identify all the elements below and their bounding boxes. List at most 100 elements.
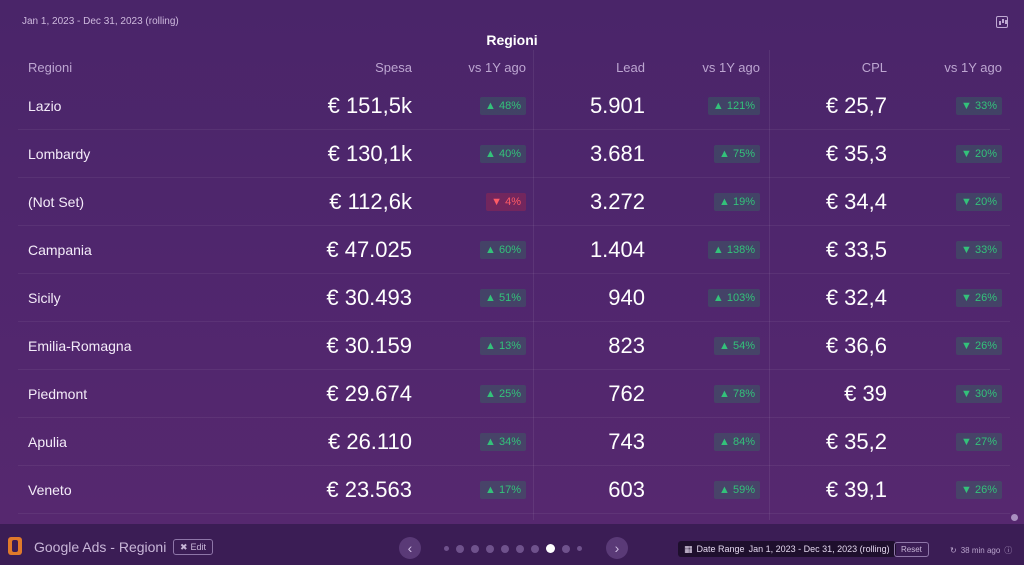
page-dot[interactable]	[501, 544, 509, 553]
spesa-value: € 30.159	[326, 333, 412, 358]
header-spesa-vs[interactable]: vs 1Y ago	[468, 60, 526, 75]
lead-change-badge: ▲ 59%	[714, 481, 760, 499]
table-row[interactable]: Lazio € 151,5k ▲ 48% 5.901 ▲ 121% € 25,7 ▼ 33%	[18, 82, 1010, 130]
lead-change-badge-cell: ▲ 54%	[680, 322, 760, 370]
close-icon: ✖	[180, 541, 188, 552]
page-dot[interactable]	[531, 544, 539, 553]
lead-value: 5.901	[589, 93, 645, 118]
lead-value: 603	[608, 477, 645, 502]
edit-label: Edit	[190, 542, 207, 552]
page-dot[interactable]	[562, 544, 570, 553]
header-lead-vs[interactable]: vs 1Y ago	[702, 60, 760, 75]
table-row[interactable]: Sicily € 30.493 ▲ 51% 940 ▲ 103% € 32,4 ▼ 26%	[18, 274, 1010, 322]
spesa-change-badge-cell: ▲ 34%	[446, 418, 526, 466]
cpl-value: € 34,4	[825, 189, 887, 214]
lead-value: 3.272	[589, 189, 645, 214]
header-spesa[interactable]: Spesa	[375, 60, 412, 75]
region-name: Apulia	[28, 434, 67, 450]
cpl-value: € 33,5	[825, 237, 887, 262]
cpl-change-badge: ▼ 26%	[956, 481, 1002, 499]
spesa-value: € 112,6k	[329, 189, 412, 214]
lead-change-badge-cell: ▲ 103%	[680, 274, 760, 322]
spesa-change-badge: ▲ 48%	[480, 97, 526, 115]
page-dot[interactable]	[471, 544, 479, 553]
cpl-value: € 25,7	[825, 93, 887, 118]
header-cpl[interactable]: CPL	[861, 60, 887, 75]
header-cpl-vs[interactable]: vs 1Y ago	[944, 60, 1002, 75]
cpl-value: € 35,2	[825, 429, 887, 454]
lead-change-badge: ▲ 19%	[714, 193, 760, 211]
lead-value: 3.681	[589, 141, 645, 166]
column-divider	[533, 50, 534, 520]
cpl-change-badge: ▼ 33%	[956, 97, 1002, 115]
cpl-value: € 39	[844, 381, 887, 406]
cpl-change-badge-cell: ▼ 33%	[922, 82, 1002, 130]
lead-value: 1.404	[589, 237, 645, 262]
lead-change-badge: ▲ 121%	[707, 97, 760, 115]
spesa-change-badge: ▼ 4%	[486, 193, 526, 211]
last-updated-text: 38 min ago	[960, 546, 1001, 555]
cpl-change-badge-cell: ▼ 27%	[922, 418, 1002, 466]
cpl-change-badge-cell: ▼ 26%	[922, 466, 1002, 514]
lead-change-badge: ▲ 103%	[707, 289, 760, 307]
spesa-change-badge: ▲ 17%	[480, 481, 526, 499]
header-lead[interactable]: Lead	[616, 60, 645, 75]
page-dot[interactable]	[577, 546, 582, 551]
page-dot[interactable]	[516, 544, 524, 553]
info-icon[interactable]	[1011, 514, 1018, 521]
bar-chart-icon[interactable]	[996, 16, 1008, 28]
lead-change-badge-cell: ▲ 19%	[680, 178, 760, 226]
table-row[interactable]: Veneto € 23.563 ▲ 17% 603 ▲ 59% € 39,1 ▼ 26%	[18, 466, 1010, 514]
cpl-change-badge-cell: ▼ 26%	[922, 322, 1002, 370]
table-row[interactable]: Apulia € 26.110 ▲ 34% 743 ▲ 84% € 35,2 ▼ 27%	[18, 418, 1010, 466]
region-name: Veneto	[28, 482, 72, 498]
spesa-value: € 30.493	[326, 285, 412, 310]
next-button[interactable]: ›	[606, 537, 628, 559]
cpl-change-badge-cell: ▼ 30%	[922, 370, 1002, 418]
spesa-value: € 23.563	[326, 477, 412, 502]
region-name: (Not Set)	[28, 194, 85, 210]
cpl-change-badge: ▼ 30%	[956, 385, 1002, 403]
column-divider	[769, 50, 770, 520]
lead-value: 743	[608, 429, 645, 454]
spesa-change-badge-cell: ▲ 40%	[446, 130, 526, 178]
date-range-pill[interactable]: ▦ Date Range Jan 1, 2023 - Dec 31, 2023 …	[678, 541, 896, 557]
spesa-change-badge-cell: ▼ 4%	[446, 178, 526, 226]
cpl-value: € 36,6	[825, 333, 887, 358]
spesa-change-badge: ▲ 40%	[480, 145, 526, 163]
spesa-change-badge: ▲ 13%	[480, 337, 526, 355]
refresh-icon[interactable]: ↻	[950, 546, 957, 555]
cpl-change-badge: ▼ 20%	[956, 145, 1002, 163]
info-icon[interactable]: ⓘ	[1004, 546, 1013, 555]
dashboard-title: Google Ads - Regioni	[34, 539, 167, 555]
lead-change-badge-cell: ▲ 78%	[680, 370, 760, 418]
table-row[interactable]: Emilia-Romagna € 30.159 ▲ 13% 823 ▲ 54% € 36,…	[18, 322, 1010, 370]
page-dot[interactable]	[486, 544, 494, 553]
edit-button[interactable]: ✖ Edit	[173, 539, 214, 555]
calendar-icon: ▦	[684, 543, 693, 554]
lead-change-badge: ▲ 54%	[714, 337, 760, 355]
table-row[interactable]: Lombardy € 130,1k ▲ 40% 3.681 ▲ 75% € 35,3 ▼ 2…	[18, 130, 1010, 178]
cpl-change-badge-cell: ▼ 20%	[922, 178, 1002, 226]
page-dots	[444, 544, 582, 553]
header-regioni[interactable]: Regioni	[28, 60, 73, 75]
page-dot-active[interactable]	[546, 544, 555, 553]
page-dot[interactable]	[444, 546, 449, 551]
cpl-change-badge-cell: ▼ 33%	[922, 226, 1002, 274]
lead-change-badge: ▲ 78%	[714, 385, 760, 403]
region-name: Lombardy	[28, 146, 91, 162]
lead-change-badge: ▲ 84%	[714, 433, 760, 451]
cpl-change-badge-cell: ▼ 20%	[922, 130, 1002, 178]
lead-change-badge-cell: ▲ 138%	[680, 226, 760, 274]
table-row[interactable]: (Not Set) € 112,6k ▼ 4% 3.272 ▲ 19% € 34,4 ▼ 2…	[18, 178, 1010, 226]
widget-panel: Jan 1, 2023 - Dec 31, 2023 (rolling) Reg…	[0, 0, 1024, 524]
cpl-change-badge: ▼ 33%	[956, 241, 1002, 259]
reset-button[interactable]: Reset	[894, 542, 929, 557]
table-row[interactable]: Piedmont € 29.674 ▲ 25% 762 ▲ 78% € 39 ▼ 30%	[18, 370, 1010, 418]
spesa-value: € 26.110	[327, 429, 412, 454]
cpl-change-badge: ▼ 27%	[956, 433, 1002, 451]
last-updated: ↻ 38 min ago ⓘ	[950, 545, 1012, 556]
table-row[interactable]: Campania € 47.025 ▲ 60% 1.404 ▲ 138% € 33,5 ▼ …	[18, 226, 1010, 274]
prev-button[interactable]: ‹	[399, 537, 421, 559]
page-dot[interactable]	[456, 544, 464, 553]
